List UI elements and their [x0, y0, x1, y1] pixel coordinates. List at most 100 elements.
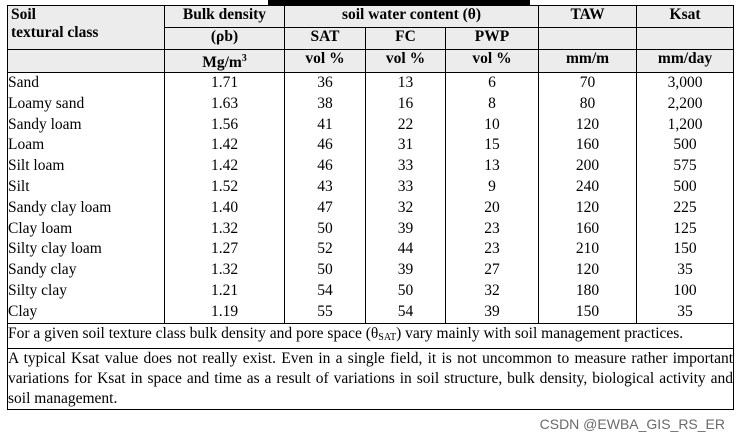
bulk-density-unit: Mg/m3: [164, 49, 285, 73]
title-remnant-line: [268, 0, 530, 5]
cell-pwp: 10: [484, 115, 500, 133]
cell-bulk: 1.27: [210, 240, 239, 258]
cell-taw: 80: [579, 94, 596, 112]
table-header: Soil textural class Bulk density soil wat…: [7, 5, 735, 73]
cell-pwp: 13: [484, 157, 500, 175]
cell-taw: 150: [575, 302, 600, 320]
cell-name: Sandy clay: [8, 261, 77, 279]
cell-taw: 120: [575, 198, 600, 216]
col-header-bulk-density: Bulk density: [164, 5, 285, 28]
cell-fc: 50: [397, 281, 414, 299]
cell-ksat: 100: [673, 281, 697, 299]
cell-pwp: 23: [484, 219, 500, 237]
sat-unit: vol %: [284, 49, 366, 73]
cell-name: Loam: [8, 136, 45, 154]
fc-column: 13 16 22 31 33 33 32 39 44 39 50 54: [365, 72, 446, 324]
cell-bulk: 1.42: [210, 157, 239, 175]
ksat-column: 3,000 2,200 1,200 500 575 500 225 125 150 35 100 35: [636, 72, 735, 324]
cell-ksat: 35: [677, 261, 693, 279]
cell-sat: 43: [317, 177, 333, 195]
cell-taw: 70: [579, 74, 596, 91]
cell-bulk: 1.32: [210, 261, 239, 279]
cell-sat: 36: [317, 74, 333, 91]
cell-pwp: 23: [484, 240, 500, 258]
col-header-textural-class: Soil textural class: [7, 5, 165, 50]
cell-sat: 41: [317, 115, 333, 133]
cell-name: Silt loam: [8, 157, 65, 175]
taw-unit: mm/m: [538, 49, 638, 73]
cell-name: Sandy loam: [8, 115, 82, 133]
soil-properties-table: Soil textural class Bulk density soil wat…: [6, 5, 735, 410]
cell-fc: 39: [397, 261, 414, 279]
cell-taw: 160: [575, 136, 600, 154]
cell-sat: 50: [317, 261, 333, 279]
cell-bulk: 1.56: [210, 115, 239, 133]
cell-ksat: 2,200: [667, 94, 703, 112]
ksat-unit: mm/day: [636, 49, 735, 73]
cell-ksat: 3,000: [667, 74, 703, 91]
cell-fc: 39: [397, 219, 414, 237]
taw-spacer: [538, 27, 638, 50]
cell-sat: 52: [317, 240, 333, 258]
sat-column: 36 38 41 46 46 43 47 50 52 50 54 55: [284, 72, 366, 324]
cell-ksat: 150: [673, 240, 697, 258]
cell-taw: 210: [575, 240, 600, 258]
cell-taw: 120: [575, 261, 600, 279]
cell-taw: 160: [575, 219, 600, 237]
col-header-sat: SAT: [284, 27, 366, 50]
cell-bulk: 1.40: [210, 198, 239, 216]
ksat-spacer: [636, 27, 735, 50]
cell-name: Silty clay: [8, 281, 67, 299]
cell-bulk: 1.21: [210, 281, 239, 299]
cell-pwp: 9: [488, 177, 496, 195]
cell-pwp: 8: [488, 94, 496, 112]
cell-fc: 33: [397, 157, 414, 175]
cell-bulk: 1.42: [210, 136, 239, 154]
watermark: CSDN @EWBA_GIS_RS_ER: [539, 416, 725, 432]
soil-properties-table-container: Soil textural class Bulk density soil wat…: [6, 5, 735, 410]
cell-bulk: 1.19: [210, 302, 239, 320]
cell-bulk: 1.63: [210, 94, 239, 112]
taw-column: 70 80 120 160 200 240 120 160 210 120 180 150: [538, 72, 638, 324]
cell-fc: 13: [397, 74, 414, 91]
cell-bulk: 1.32: [210, 219, 239, 237]
cell-fc: 44: [397, 240, 414, 258]
cell-ksat: 500: [673, 136, 697, 154]
cell-taw: 200: [575, 157, 600, 175]
cell-bulk: 1.52: [210, 177, 239, 195]
cell-pwp: 20: [484, 198, 500, 216]
cell-sat: 55: [317, 302, 333, 320]
cell-sat: 54: [317, 281, 333, 299]
pwp-unit: vol %: [444, 49, 540, 73]
col-header-taw: TAW: [538, 5, 638, 28]
cell-taw: 120: [575, 115, 600, 133]
cell-name: Clay: [8, 302, 38, 320]
note-ksat: A typical Ksat value does not really exi…: [6, 347, 735, 410]
bulk-density-column: 1.71 1.63 1.56 1.42 1.42 1.52 1.40 1.32 1.27 1.32…: [164, 72, 285, 324]
cell-ksat: 35: [677, 302, 693, 320]
cell-ksat: 500: [673, 177, 697, 195]
cell-pwp: 39: [484, 302, 500, 320]
fc-unit: vol %: [365, 49, 446, 73]
cell-taw: 180: [575, 281, 600, 299]
bulk-density-symbol: (ρb): [164, 27, 285, 50]
pwp-column: 6 8 10 15 13 9 20 23 23 27 32 39: [444, 72, 540, 324]
cell-sat: 50: [317, 219, 333, 237]
cell-ksat: 575: [673, 157, 697, 175]
cell-sat: 46: [317, 157, 333, 175]
cell-pwp: 6: [488, 74, 496, 91]
cell-fc: 32: [397, 198, 414, 216]
cell-pwp: 32: [484, 281, 500, 299]
note-bulk-density: For a given soil texture class bulk dens…: [6, 322, 735, 349]
cell-pwp: 15: [484, 136, 500, 154]
cell-pwp: 27: [484, 261, 500, 279]
cell-name: Clay loam: [8, 219, 73, 237]
col-header-ksat: Ksat: [636, 5, 735, 28]
textural-class-unit-spacer: [7, 49, 165, 73]
cell-fc: 16: [397, 94, 414, 112]
cell-name: Silty clay loam: [8, 240, 102, 258]
cell-name: Loamy sand: [8, 94, 85, 112]
col-header-fc: FC: [365, 27, 446, 50]
data-body-row: Sand Loamy sand Sandy loam Loam Silt loam Sil…: [7, 72, 735, 324]
cell-name: Silt: [8, 177, 30, 195]
